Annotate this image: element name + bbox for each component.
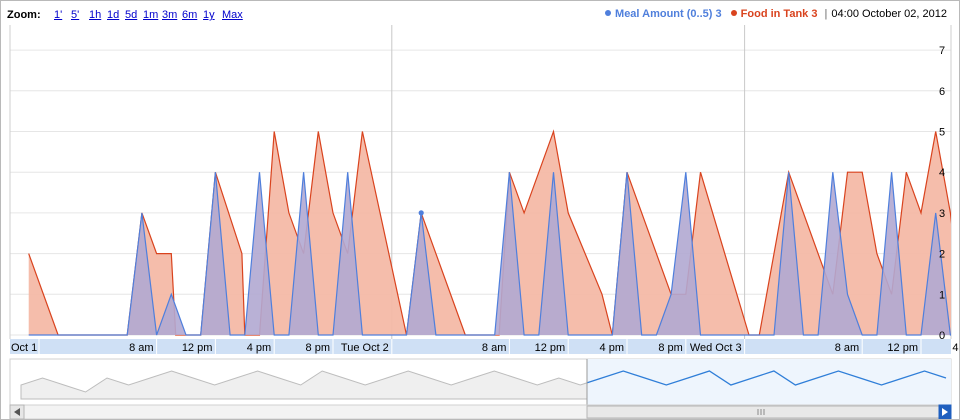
scroll-left-arrow-icon bbox=[14, 408, 20, 416]
x-tick-label-0: Oct 1 bbox=[11, 342, 37, 354]
date-readout: 04:00 October 02, 2012 bbox=[831, 8, 947, 20]
chart-svg[interactable]: 0 1 2 3 4 5 6 7 Oct 1 8 am 12 pm 4 pm 8 pm Tue Oct 2… bbox=[1, 25, 959, 419]
food-in-tank-legend-label[interactable]: Food in Tank bbox=[740, 8, 809, 20]
range-navigator[interactable] bbox=[9, 358, 952, 419]
zoom-1-year[interactable]: 1y bbox=[203, 9, 215, 21]
chart-legend: Meal Amount (0..5) 3 Food in Tank 3 | 04:… bbox=[605, 8, 947, 20]
y-tick-label-5: 5 bbox=[939, 127, 945, 139]
y-tick-label-4: 4 bbox=[939, 167, 945, 179]
food-in-tank-legend-value: 3 bbox=[811, 8, 818, 20]
x-tick-label-9: 8 pm bbox=[658, 342, 682, 354]
zoom-label: Zoom: bbox=[7, 9, 41, 21]
selected-point-marker bbox=[418, 210, 424, 216]
area-fill-food-in-tank bbox=[28, 131, 951, 335]
y-tick-label-0: 0 bbox=[939, 330, 945, 342]
series-areas bbox=[28, 129, 951, 336]
navigator-scrollbar-thumb[interactable] bbox=[586, 405, 940, 419]
x-axis: Oct 1 8 am 12 pm 4 pm 8 pm Tue Oct 2 8 am 12 pm… bbox=[10, 339, 959, 354]
navigator-selected-line bbox=[587, 370, 947, 386]
zoom-1-hour[interactable]: 1h bbox=[89, 9, 102, 21]
x-tick-label-2: 12 pm bbox=[182, 342, 213, 354]
food-in-tank-legend-dot bbox=[730, 10, 737, 16]
zoom-1-month[interactable]: 1m bbox=[143, 9, 159, 21]
x-axis-band bbox=[10, 339, 951, 354]
x-tick-label-11: 8 am bbox=[835, 342, 859, 354]
zoom-1-day[interactable]: 1d bbox=[107, 9, 120, 21]
y-tick-label-7: 7 bbox=[939, 45, 945, 57]
area-fill-meal-amount- bbox=[28, 172, 951, 335]
meal-amount-legend-label[interactable]: Meal Amount (0..5) bbox=[615, 8, 713, 20]
meal-amount-legend-value: 3 bbox=[715, 8, 722, 20]
zoom-6-months[interactable]: 6m bbox=[182, 9, 198, 21]
x-tick-label-4: 8 pm bbox=[306, 342, 330, 354]
y-tick-label-1: 1 bbox=[939, 289, 945, 301]
x-tick-label-8: 4 pm bbox=[600, 342, 624, 354]
y-tick-label-3: 3 bbox=[939, 208, 945, 220]
zoom-1-minute[interactable]: 1' bbox=[54, 9, 63, 21]
y-tick-label-2: 2 bbox=[939, 249, 945, 261]
x-tick-label-1: 8 am bbox=[129, 342, 153, 354]
series-line-meal-amount- bbox=[28, 172, 951, 336]
zoom-max[interactable]: Max bbox=[222, 9, 243, 21]
zoom-5-minutes[interactable]: 5' bbox=[71, 9, 80, 21]
navigator-history-area bbox=[20, 370, 587, 400]
y-axis-labels: 0 1 2 3 4 5 6 7 bbox=[939, 45, 945, 342]
zoom-3-months[interactable]: 3m bbox=[162, 9, 178, 21]
x-tick-label-12: 12 pm bbox=[887, 342, 918, 354]
x-tick-label-5: Tue Oct 2 bbox=[341, 342, 389, 354]
chart-toolbar: Zoom: 1' 5' 1h 1d 5d 1m 3m 6m 1y Max Mea… bbox=[1, 1, 959, 27]
x-tick-label-6: 8 am bbox=[482, 342, 506, 354]
zoom-5-days[interactable]: 5d bbox=[125, 9, 138, 21]
x-tick-label-7: 12 pm bbox=[535, 342, 566, 354]
navigator-selected-range bbox=[587, 359, 951, 405]
x-tick-label-3: 4 pm bbox=[247, 342, 271, 354]
legend-separator: | bbox=[824, 8, 828, 20]
y-tick-label-6: 6 bbox=[939, 86, 945, 98]
x-tick-label-13: 4 pm bbox=[952, 342, 959, 354]
x-tick-label-10: Wed Oct 3 bbox=[690, 342, 742, 354]
scroll-right-arrow-icon bbox=[942, 408, 948, 416]
meal-amount-legend-dot bbox=[605, 10, 612, 16]
